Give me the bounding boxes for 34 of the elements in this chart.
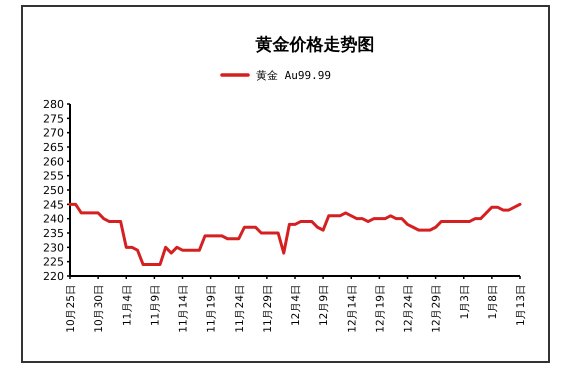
- y-tick-label: 220: [43, 270, 64, 283]
- x-tick-label: 12月4日: [290, 284, 302, 326]
- y-tick-label: 225: [43, 256, 64, 269]
- y-tick-label: 230: [43, 241, 64, 254]
- y-tick-label: 260: [43, 155, 64, 168]
- x-tick-label: 11月29日: [262, 284, 274, 333]
- x-tick-label: 11月9日: [149, 284, 162, 326]
- y-tick-label: 265: [43, 141, 64, 154]
- y-tick-label: 250: [43, 184, 64, 197]
- x-tick-label: 1月13日: [515, 284, 527, 326]
- x-tick-label: 12月24日: [402, 284, 414, 333]
- y-tick-label: 245: [43, 198, 64, 212]
- x-tick-label: 1月3日: [458, 284, 471, 320]
- y-tick-label: 275: [43, 112, 64, 126]
- legend-label: 黄金 Au99.99: [256, 69, 331, 82]
- x-tick-label: 1月8日: [486, 284, 499, 320]
- y-tick-label: 280: [43, 98, 64, 111]
- x-tick-label: 11月14日: [178, 284, 190, 333]
- x-tick-label: 11月24日: [234, 284, 246, 333]
- y-tick-label: 235: [43, 227, 64, 240]
- x-tick-label: 12月29日: [430, 284, 443, 333]
- y-tick-label: 255: [43, 170, 64, 183]
- x-tick-label: 11月19日: [206, 284, 218, 333]
- y-tick-label: 240: [43, 212, 64, 226]
- line-series: [68, 202, 522, 266]
- x-tick-label: 11月4日: [121, 284, 134, 326]
- x-tick-label: 12月9日: [318, 284, 330, 326]
- chart-title: 黄金价格走势图: [254, 35, 374, 55]
- y-tick-label: 270: [43, 126, 64, 140]
- x-tick-label: 10月25日: [65, 284, 77, 333]
- x-tick-label: 10月30日: [93, 284, 106, 333]
- legend: 黄金 Au99.99: [220, 69, 331, 82]
- x-tick-label: 12月19日: [374, 284, 386, 333]
- x-tick-label: 12月14日: [346, 284, 358, 333]
